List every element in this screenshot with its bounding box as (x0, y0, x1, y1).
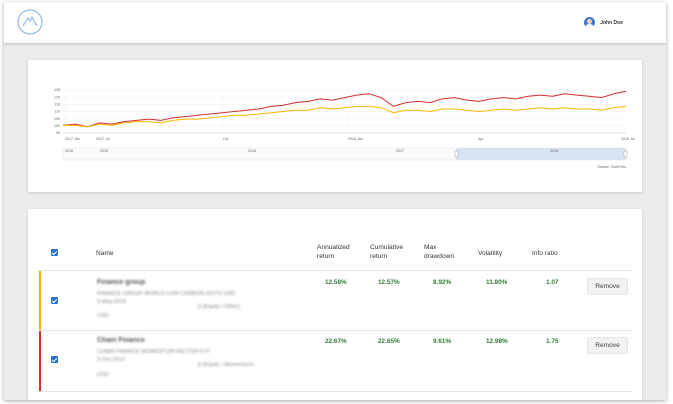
fund-full-name: CHAIN FINANCE MOMENTUM FACTOR ETF (97, 349, 210, 355)
cumulative-return-value: 22.65% (378, 338, 400, 345)
header-cumulative-line2: return (370, 253, 388, 260)
annualized-return-value: 22.67% (325, 338, 347, 345)
top-bar: John Doe (4, 2, 666, 43)
y-tick-label: 120 (54, 95, 60, 99)
select-all-checkbox[interactable] (51, 249, 58, 256)
header-info-ratio[interactable]: Info ratio (532, 250, 558, 257)
header-annualized-return[interactable]: Annualized return (317, 243, 350, 261)
x-tick-label: 2017 Jul (96, 137, 110, 141)
x-tick-label: 2018 Jul (621, 137, 635, 141)
header-name: Name (96, 250, 114, 257)
x-tick-label: 2017 Jan (65, 137, 80, 141)
performance-chart: 128 120 118 110 106 100 94 2017 Jan 2017 Jul Oct 2… (54, 88, 635, 169)
navigator-tick-label: 2018 (550, 149, 558, 153)
row-color-accent (39, 331, 41, 391)
chart-credit: Source: ClubFolio (597, 165, 626, 169)
y-tick-label: 94 (56, 131, 60, 135)
volatility-value: 11.80% (486, 279, 508, 286)
series-line-2 (63, 105, 627, 128)
x-tick-label: 2018 Jan (348, 137, 363, 141)
app-window: John Doe 128 120 118 110 106 100 94 2017 Jan 201… (4, 2, 666, 400)
cumulative-return-value: 12.57% (378, 279, 400, 286)
remove-button[interactable]: Remove (587, 278, 628, 295)
fund-category: β (Equity / Momentum) (198, 362, 254, 368)
header-cumulative-line1: Cumulative (370, 244, 403, 251)
header-volatility[interactable]: Volatility (478, 250, 503, 257)
user-name: John Doe (600, 19, 623, 26)
fund-inception-date: 3-Oct-2014 (97, 357, 125, 363)
navigator-tick-label: 2017 (396, 149, 404, 153)
navigator-tick-label: 2016 (100, 149, 108, 153)
logo-icon[interactable] (17, 9, 43, 35)
row-checkbox[interactable] (51, 356, 58, 363)
row-divider (38, 391, 632, 392)
row-checkbox[interactable] (51, 297, 58, 304)
info-ratio-value: 1.07 (546, 279, 559, 286)
x-tick-label: Oct (223, 137, 229, 141)
avatar[interactable] (584, 17, 596, 28)
row-divider (38, 270, 632, 271)
navigator-handle-right (623, 150, 628, 158)
fund-full-name: FINANCE GROUP WORLD LOW CARBON UCITS USD (97, 291, 236, 297)
navigator-handle-left (454, 150, 459, 158)
volatility-value: 12.98% (486, 338, 508, 345)
annualized-return-value: 12.58% (325, 279, 347, 286)
fund-currency: USD (97, 313, 109, 319)
row-color-accent (39, 271, 41, 330)
info-ratio-value: 1.75 (546, 338, 559, 345)
y-tick-label: 106 (54, 117, 60, 121)
y-tick-label: 110 (54, 110, 60, 114)
fund-name[interactable]: Chain Finance (97, 337, 145, 344)
x-tick-label: Apr (478, 137, 484, 141)
y-tick-label: 100 (54, 124, 60, 128)
performance-chart-card: 128 120 118 110 106 100 94 2017 Jan 2017 Jul Oct 2… (28, 60, 642, 192)
navigator-tick-label: 2016 (248, 149, 256, 153)
header-annualized-line1: Annualized (317, 244, 350, 251)
header-cumulative-return[interactable]: Cumulative return (370, 243, 403, 261)
fund-category: β (Equity / Other) (198, 304, 240, 310)
fund-inception-date: 5-May-2015 (97, 299, 127, 305)
y-tick-label: 118 (54, 103, 60, 107)
fund-name[interactable]: Finance group (97, 279, 146, 286)
remove-button[interactable]: Remove (587, 337, 628, 354)
fund-currency: USD (97, 372, 109, 378)
navigator-tick-label: 2016 (65, 149, 73, 153)
header-max-drawdown[interactable]: Max drawdown (424, 243, 454, 261)
row-divider (38, 330, 632, 331)
series-line-1 (62, 90, 627, 128)
y-tick-label: 128 (54, 88, 60, 92)
user-menu[interactable]: John Doe (584, 17, 623, 28)
max-drawdown-value: 9.61% (433, 338, 452, 345)
funds-table-card: Name Annualized return Cumulative return… (28, 209, 642, 400)
max-drawdown-value: 8.92% (433, 279, 452, 286)
navigator-selection (456, 148, 626, 160)
header-max-drawdown-line1: Max (424, 244, 437, 251)
header-max-drawdown-line2: drawdown (424, 253, 455, 260)
header-annualized-line2: return (317, 253, 335, 260)
